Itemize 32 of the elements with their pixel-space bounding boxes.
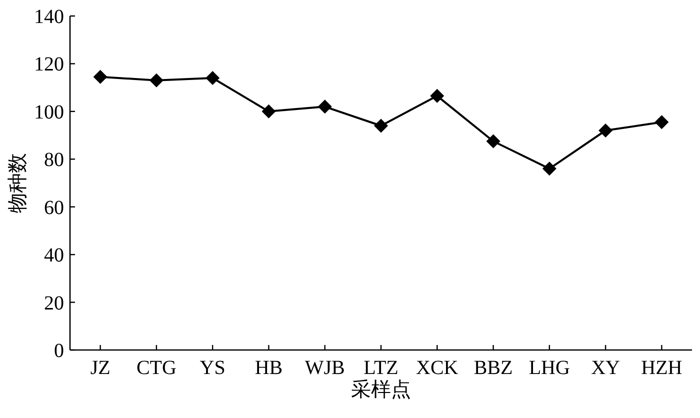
y-tick-label: 140 [34, 6, 64, 28]
point [318, 100, 332, 114]
point [598, 124, 613, 138]
x-axis-title: 采样点 [351, 379, 411, 401]
x-tick-label: WJB [304, 357, 345, 379]
y-tick-label: 0 [54, 340, 64, 362]
y-tick-label: 120 [34, 54, 64, 76]
x-tick-label: YS [200, 357, 226, 379]
x-tick-label: LTZ [364, 357, 398, 379]
x-tick-label: HB [254, 357, 283, 379]
y-tick-label: 40 [44, 244, 64, 267]
x-tick-label: BBZ [474, 357, 513, 379]
x-tick-label: HZH [641, 357, 682, 379]
x-tick-label: JZ [90, 357, 110, 379]
x-tick-label: XY [591, 357, 620, 379]
point [542, 162, 556, 176]
point [206, 71, 220, 86]
point [654, 115, 669, 130]
y-tick-label: 60 [44, 196, 64, 219]
point [374, 118, 388, 133]
point [93, 70, 108, 84]
point [262, 104, 276, 118]
y-tick-label: 100 [34, 101, 64, 124]
y-tick-label: 20 [44, 292, 64, 314]
point [430, 88, 444, 103]
x-tick-label: CTG [136, 357, 176, 379]
x-tick-label: XCK [416, 357, 459, 379]
point [149, 73, 164, 88]
point [486, 134, 500, 148]
y-axis-title: 物种数 [7, 153, 29, 213]
y-tick-label: 80 [44, 149, 64, 172]
x-tick-label: LHG [528, 357, 570, 379]
